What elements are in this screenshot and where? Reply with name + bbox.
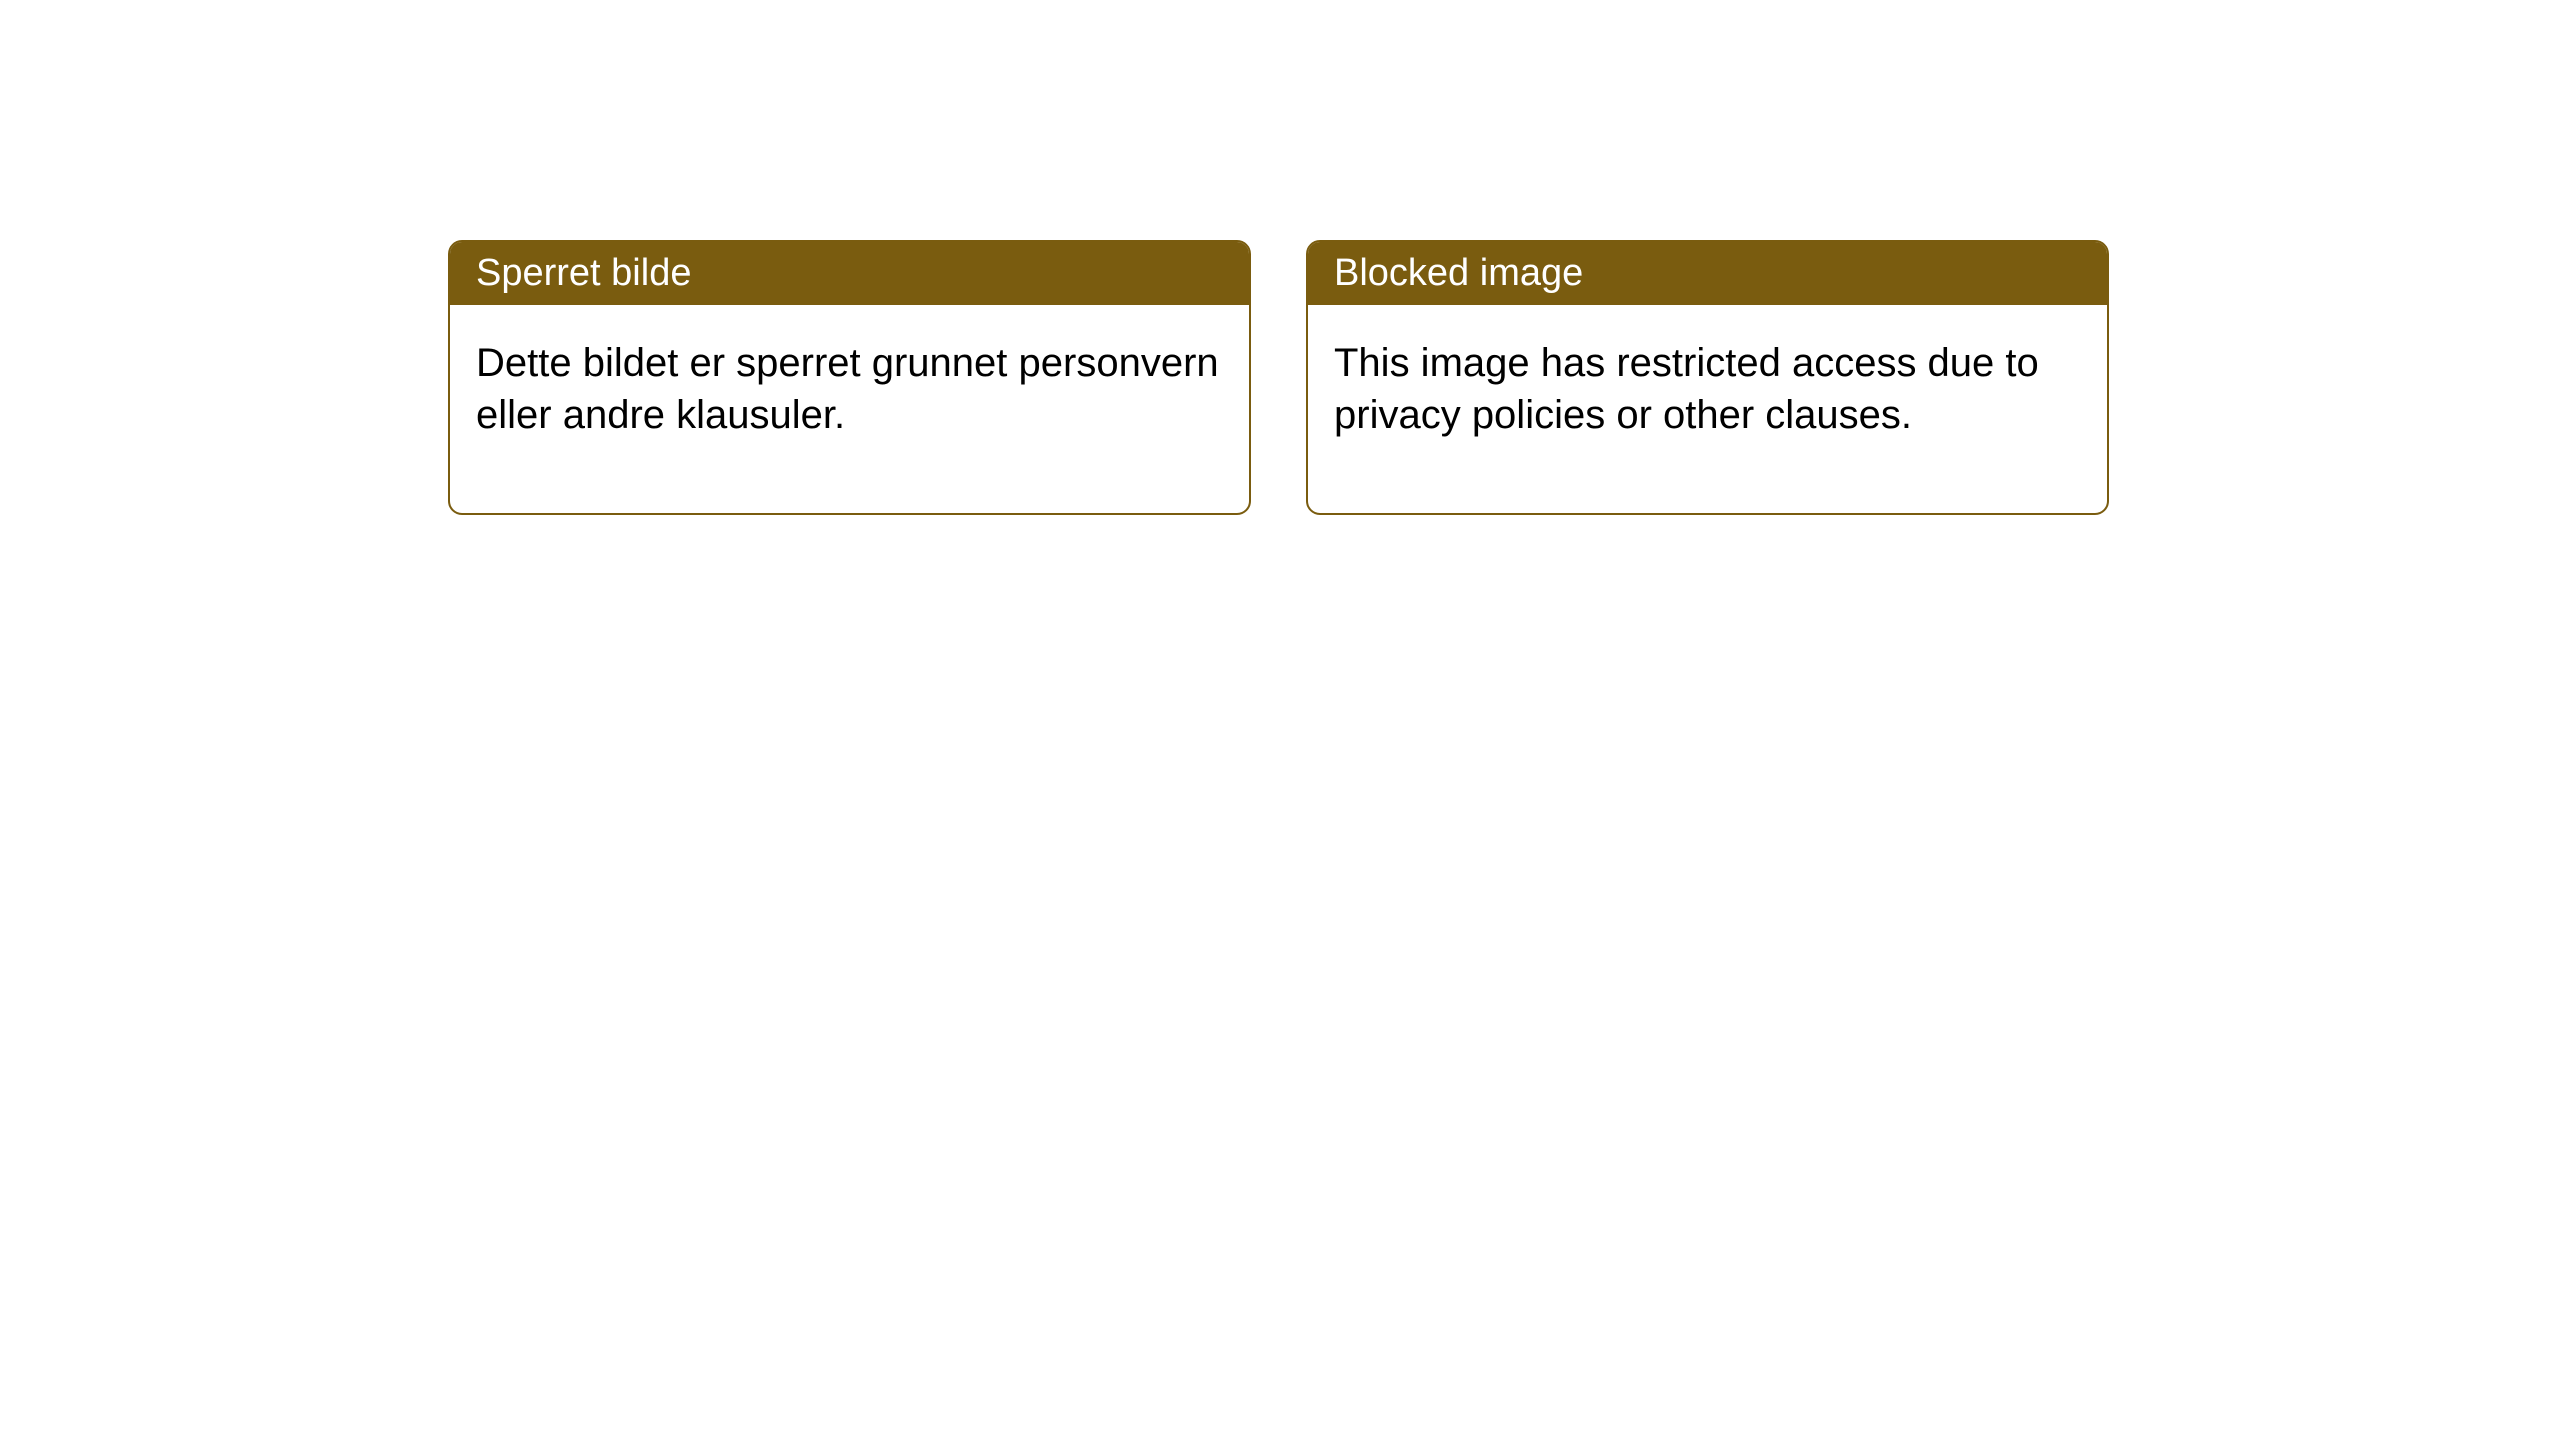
notice-header-norwegian: Sperret bilde (450, 242, 1249, 305)
notice-container: Sperret bilde Dette bildet er sperret gr… (448, 240, 2109, 515)
notice-header-english: Blocked image (1308, 242, 2107, 305)
notice-card-english: Blocked image This image has restricted … (1306, 240, 2109, 515)
notice-card-norwegian: Sperret bilde Dette bildet er sperret gr… (448, 240, 1251, 515)
notice-body-english: This image has restricted access due to … (1308, 305, 2107, 513)
notice-body-norwegian: Dette bildet er sperret grunnet personve… (450, 305, 1249, 513)
